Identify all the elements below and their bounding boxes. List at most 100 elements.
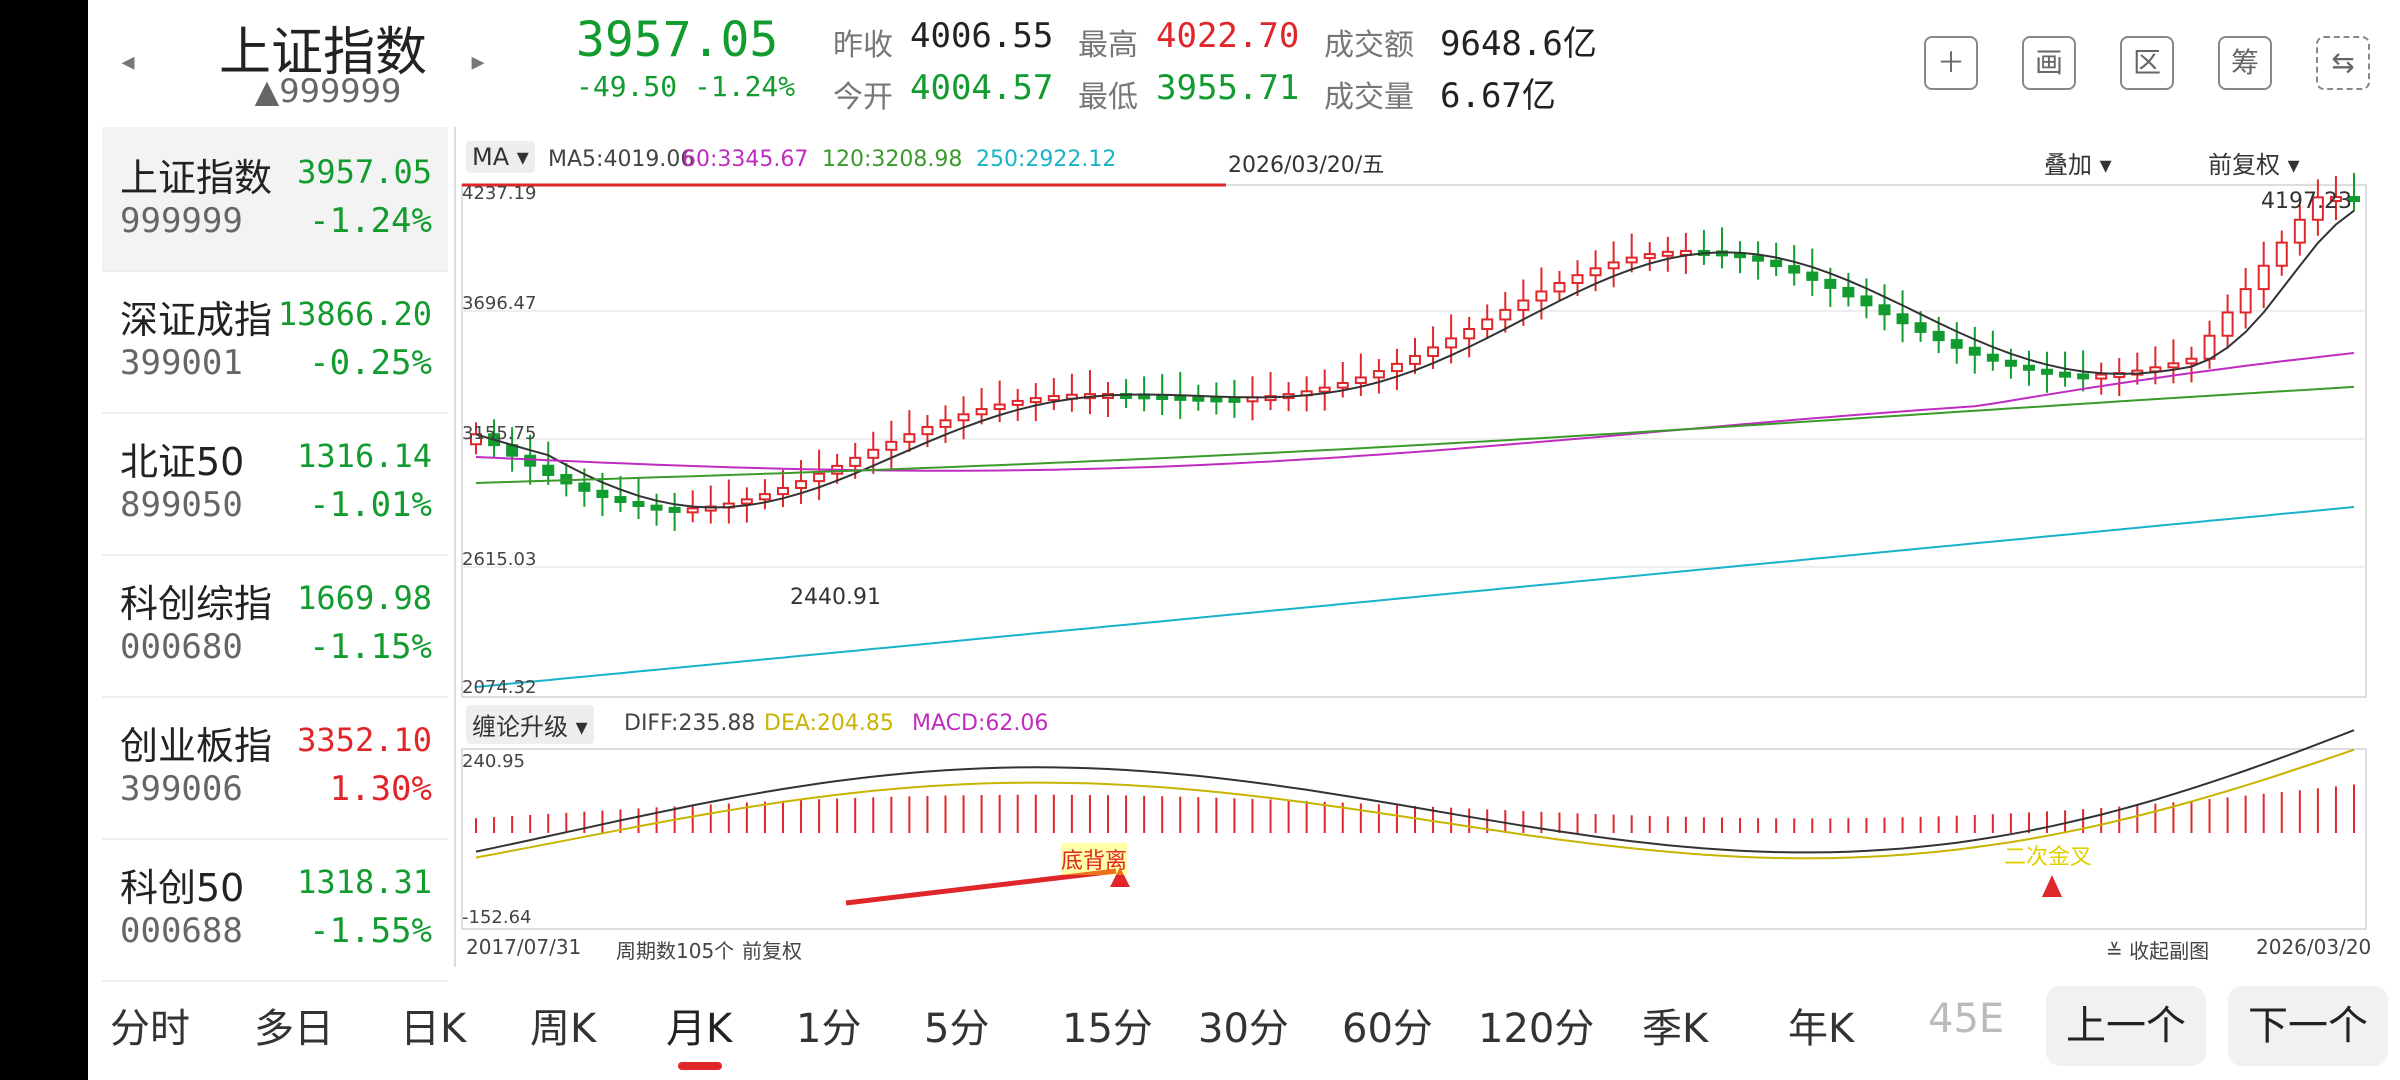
candle-body [1336, 381, 1349, 389]
dea-label: DEA:204.85 [764, 711, 894, 736]
candle-body [885, 440, 898, 451]
index-list-item[interactable]: 上证指数 999999 3957.05 -1.24% [102, 127, 448, 272]
candle-body [1409, 354, 1421, 365]
candle-body [758, 493, 771, 501]
indicator-selector-label: 缠论升级 [472, 713, 568, 741]
candle-body [686, 507, 699, 514]
tab-period[interactable]: 1分 [796, 1006, 862, 1052]
ma-selector[interactable]: MA ▾ [466, 141, 535, 173]
index-list-item[interactable]: 科创50 000688 1318.31 -1.55% [102, 837, 448, 982]
candle-body [1228, 396, 1241, 403]
volume-label: 成交量 [1324, 80, 1414, 115]
candle-body [1860, 295, 1873, 307]
ma-selector-label: MA [472, 143, 510, 171]
switch-orientation-icon[interactable]: ⇆ [2316, 36, 2370, 90]
candle-body [1499, 308, 1512, 321]
index-list-price: 13866.20 [277, 295, 432, 333]
index-list-code: 000680 [120, 627, 243, 667]
candle-body [921, 425, 934, 436]
overlay-button[interactable]: 叠加 ▾ [2044, 145, 2112, 180]
candle-body [542, 464, 555, 477]
tab-period[interactable]: 60分 [1342, 1006, 1433, 1052]
candle-body [1932, 330, 1945, 342]
index-list-name: 北证50 [120, 440, 245, 484]
index-list-item[interactable]: 北证50 899050 1316.14 -1.01% [102, 411, 448, 556]
candle-body [2022, 364, 2035, 371]
candle-body [1661, 250, 1674, 257]
candle-body [668, 506, 681, 513]
dea-line [475, 748, 2355, 860]
end-date: 2026/03/20 [2256, 935, 2372, 959]
tab-period[interactable]: 季K [1642, 1006, 1709, 1052]
candle-body [524, 454, 537, 467]
next-index-arrow-icon[interactable]: ▸ [471, 47, 485, 77]
app-frame: ◂ 上证指数 ▲999999 ▸ 3957.05 -49.50 -1.24% 昨… [88, 0, 2400, 1080]
candle-body [2095, 373, 2108, 380]
prev-index-arrow-icon[interactable]: ◂ [121, 47, 135, 77]
tab-period[interactable]: 日K [400, 1006, 467, 1052]
candle-body [903, 433, 916, 443]
candle-body [470, 433, 482, 446]
candle-body [1968, 346, 1981, 356]
tab-period[interactable]: 5分 [924, 1006, 990, 1052]
index-list: 上证指数 999999 3957.05 -1.24% 深证成指 399001 13866.2… [102, 127, 448, 982]
indicator-selector[interactable]: 缠论升级 ▾ [466, 705, 594, 744]
candle-body [795, 480, 808, 489]
candle-body [1914, 322, 1927, 333]
index-list-item[interactable]: 创业板指 399006 3352.10 1.30% [102, 695, 448, 840]
index-list-change: -0.25% [309, 343, 432, 383]
candle-body [1445, 337, 1458, 349]
collapse-subchart-button[interactable]: ≚ 收起副图 [2106, 935, 2209, 964]
candle-body [1589, 267, 1602, 277]
candle-body [2293, 218, 2306, 244]
index-list-price: 3957.05 [297, 153, 432, 191]
collapse-icon: ≚ [2106, 939, 2123, 963]
amount-value: 9648.6亿 [1440, 24, 1597, 64]
candle-body [1950, 339, 1963, 349]
tab-period[interactable]: 30分 [1198, 1006, 1289, 1052]
candle-body [1770, 259, 1783, 268]
tab-period[interactable]: 15分 [1062, 1006, 1153, 1052]
tab-period[interactable]: 120分 [1478, 1006, 1595, 1052]
add-watchlist-icon[interactable]: ＋ [1924, 36, 1978, 90]
candle-body [1427, 346, 1440, 357]
prev-close-value: 4006.55 [910, 16, 1054, 56]
next-stock-button[interactable]: 下一个 [2228, 986, 2388, 1066]
overlay-label: 叠加 [2044, 151, 2092, 179]
y-tick-5: 2074.32 [462, 677, 537, 698]
candle-body [1390, 362, 1403, 373]
kline-svg[interactable] [456, 127, 2372, 967]
candle-body [975, 408, 988, 416]
candle-body [1842, 286, 1855, 298]
ma250-label: 250:2922.12 [976, 147, 1117, 172]
amount-label: 成交额 [1324, 28, 1414, 63]
open-value: 4004.57 [910, 68, 1054, 108]
candle-body [1625, 256, 1638, 264]
ma5-label: MA5:4019.06 [548, 147, 695, 172]
index-list-name: 科创50 [120, 866, 245, 910]
start-date: 2017/07/31 [466, 935, 582, 959]
overlay-dropdown-icon: ▾ [2099, 151, 2112, 179]
tab-period[interactable]: 45E [1928, 996, 2005, 1042]
tab-period[interactable]: 多日 [254, 1006, 334, 1052]
fq-label: 前复权 [2208, 151, 2280, 179]
candle-body [1354, 376, 1367, 384]
tab-period[interactable]: 年K [1788, 1006, 1855, 1052]
candle-body [2167, 362, 2180, 369]
prev-stock-button[interactable]: 上一个 [2046, 986, 2206, 1066]
index-list-item[interactable]: 科创综指 000680 1669.98 -1.15% [102, 553, 448, 698]
period-tabs: 分时 多日 日K 周K 月K 1分 5分 15分 30分 60分 120分 季K 年K 45E 上一个 下一个 [88, 972, 2400, 1080]
tab-period[interactable]: 周K [530, 1006, 597, 1052]
fq-selector[interactable]: 前复权 ▾ [2208, 145, 2300, 180]
candle-body [1481, 318, 1494, 331]
tab-period[interactable]: 月K [666, 1006, 733, 1052]
index-list-item[interactable]: 深证成指 399001 13866.20 -0.25% [102, 269, 448, 414]
range-stats-icon[interactable]: 区 [2120, 36, 2174, 90]
draw-tool-icon[interactable]: 画 [2022, 36, 2076, 90]
golden-cross-annotation: 二次金叉 [2004, 845, 2093, 870]
macd-top-tick: 240.95 [462, 751, 525, 772]
period-count: 周期数105个 [616, 939, 735, 963]
candle-body [2239, 288, 2252, 314]
chip-distribution-icon[interactable]: 筹 [2218, 36, 2272, 90]
tab-period[interactable]: 分时 [110, 1006, 190, 1052]
